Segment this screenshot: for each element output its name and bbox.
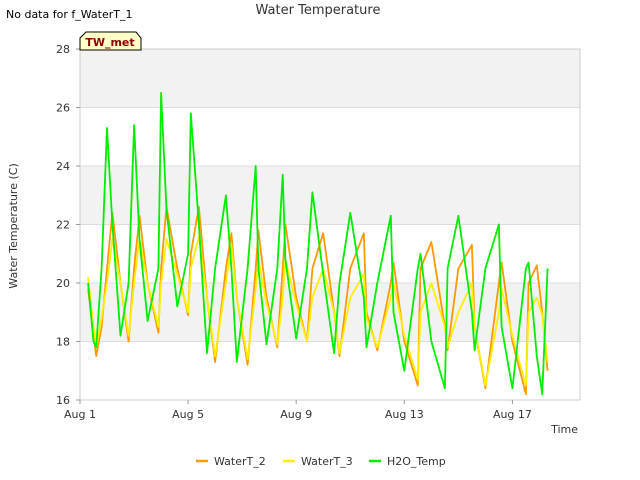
y-tick-label: 16 bbox=[56, 394, 70, 407]
tw-met-badge-label: TW_met bbox=[85, 36, 134, 49]
legend-label: WaterT_2 bbox=[214, 455, 266, 468]
y-tick-label: 28 bbox=[56, 43, 70, 56]
plot-band bbox=[80, 107, 580, 166]
tw-met-badge: TW_met bbox=[79, 31, 142, 51]
y-axis-label: Water Temperature (C) bbox=[7, 163, 20, 288]
series-line-h2o_temp bbox=[87, 92, 549, 396]
series-line-watert_3 bbox=[87, 235, 549, 387]
x-axis-ticks: Aug 1 Aug 5 Aug 9 Aug 13 Aug 17 bbox=[64, 400, 532, 421]
plot-band bbox=[80, 166, 580, 225]
y-tick-label: 26 bbox=[56, 102, 70, 115]
x-tick-label: Aug 9 bbox=[280, 408, 312, 421]
x-tick-label: Aug 17 bbox=[493, 408, 532, 421]
x-tick-label: Aug 1 bbox=[64, 408, 96, 421]
series-layer bbox=[87, 92, 549, 396]
plot-band bbox=[80, 341, 580, 400]
no-data-note: No data for f_WaterT_1 bbox=[6, 8, 132, 21]
plot-band bbox=[80, 49, 580, 108]
legend-label: H2O_Temp bbox=[387, 455, 446, 468]
x-tick-label: Aug 5 bbox=[172, 408, 204, 421]
x-axis-label: Time bbox=[550, 423, 578, 436]
y-axis-ticks: 16 18 20 22 24 26 28 bbox=[56, 43, 80, 407]
y-tick-label: 24 bbox=[56, 160, 70, 173]
legend-label: WaterT_3 bbox=[301, 455, 353, 468]
x-tick-label: Aug 13 bbox=[385, 408, 424, 421]
chart-title: Water Temperature bbox=[256, 3, 381, 18]
y-tick-label: 22 bbox=[56, 219, 70, 232]
y-tick-label: 18 bbox=[56, 336, 70, 349]
y-tick-label: 20 bbox=[56, 277, 70, 290]
plot-band bbox=[80, 224, 580, 283]
legend: WaterT_2 WaterT_3 H2O_Temp bbox=[196, 455, 446, 468]
